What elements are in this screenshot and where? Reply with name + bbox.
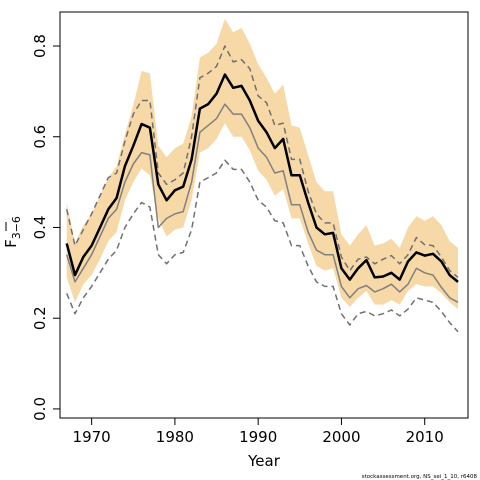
y-tick-label-0.0: 0.0 — [31, 397, 49, 421]
previous-lower-line — [66, 159, 459, 333]
y-axis: 0.0 0.2 0.4 0.6 0.8 — [31, 34, 60, 421]
x-tick-label-1980: 1980 — [156, 428, 194, 446]
x-tick-label-2000: 2000 — [322, 428, 360, 446]
x-tick-label-1970: 1970 — [73, 428, 111, 446]
y-axis-title-main: F — [2, 239, 20, 248]
previous-estimate-line — [65, 103, 459, 303]
y-tick-label-0.8: 0.8 — [31, 34, 49, 58]
y-axis-title: F3−6 — [2, 216, 23, 248]
y-axis-title-subscript: 3−6 — [10, 216, 23, 239]
plot-frame — [59, 11, 469, 419]
x-tick-label-2010: 2010 — [406, 428, 444, 446]
x-axis: 1970 1980 1990 2000 2010 — [73, 418, 444, 446]
plot-area — [65, 18, 459, 333]
confidence-band — [66, 18, 458, 310]
x-tick-label-1990: 1990 — [239, 428, 277, 446]
y-tick-label-0.4: 0.4 — [31, 216, 49, 240]
y-tick-label-0.2: 0.2 — [31, 306, 49, 330]
footer-note: stockassessment.org, NS_sei_1_10, r6408 — [362, 474, 478, 480]
y-tick-label-0.6: 0.6 — [31, 125, 49, 149]
previous-upper-line — [65, 45, 459, 278]
x-axis-title: Year — [247, 452, 281, 470]
estimate-line — [65, 73, 459, 283]
